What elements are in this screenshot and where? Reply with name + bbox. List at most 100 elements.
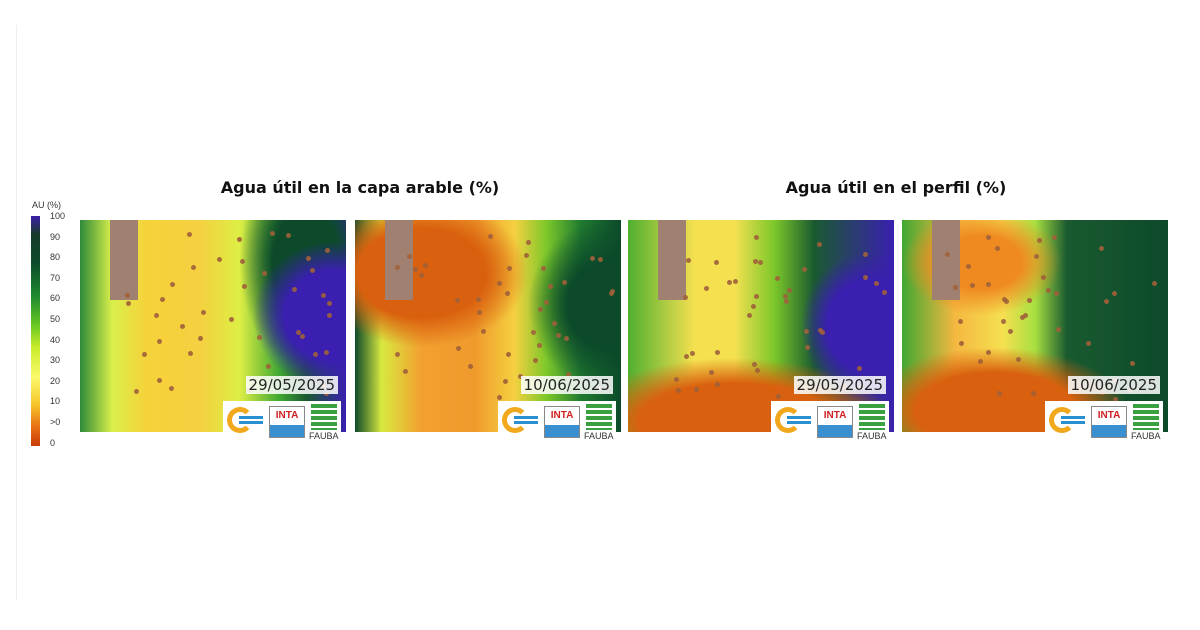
station-dot [783, 294, 789, 300]
station-dot [496, 395, 502, 401]
station-dot [476, 309, 482, 315]
station-dot [820, 330, 826, 336]
inta-logo: INTA [269, 406, 305, 438]
circle-logo-icon [227, 407, 253, 433]
station-dot [239, 258, 245, 264]
station-dot [986, 235, 992, 241]
station-dot [562, 280, 568, 286]
inta-logo: INTA [1091, 406, 1127, 438]
station-dot [295, 329, 301, 335]
legend-tick: 30 [50, 355, 61, 366]
station-dot [945, 252, 951, 258]
station-dot [978, 359, 984, 365]
station-dot [566, 372, 572, 378]
legend-title: AU (%) [32, 200, 61, 210]
station-dot [817, 328, 823, 334]
circle-logo-icon [775, 407, 801, 433]
station-dot [313, 352, 319, 358]
station-dot [1053, 290, 1059, 296]
station-dot [862, 274, 868, 280]
legend-tick: 60 [50, 293, 61, 304]
station-dot [168, 386, 174, 392]
station-dot [538, 307, 544, 313]
station-dot [708, 369, 714, 375]
station-dot [970, 283, 976, 289]
inta-logo: INTA [817, 406, 853, 438]
station-dot [683, 295, 689, 301]
station-dot [228, 317, 234, 322]
station-dot [1046, 288, 1052, 294]
station-dot [776, 393, 782, 399]
legend-tick: 0 [50, 437, 56, 448]
station-dot [994, 245, 1000, 251]
station-dot [266, 364, 272, 370]
station-dot [1004, 299, 1010, 305]
station-dot [540, 265, 546, 271]
station-dot [395, 351, 401, 357]
fauba-logo-text: FAUBA [1131, 431, 1161, 441]
station-dot [556, 333, 562, 339]
station-dot [1151, 281, 1157, 287]
station-dot [1099, 245, 1105, 251]
station-dot [609, 288, 615, 294]
institution-logos: INTA FAUBA [1045, 401, 1163, 445]
station-dot [467, 364, 473, 370]
station-dot [480, 328, 486, 334]
station-dot [170, 282, 176, 288]
station-dot [714, 382, 720, 388]
station-dot [305, 255, 311, 261]
station-dot [732, 279, 738, 284]
station-dot [309, 268, 315, 274]
legend-tick: 50 [50, 314, 61, 324]
station-dot [957, 319, 963, 324]
station-dot [804, 344, 810, 350]
map-panel: 10/06/2025 [355, 220, 621, 432]
station-dot [418, 273, 424, 279]
station-dot [217, 257, 223, 263]
station-dot [547, 283, 553, 289]
legend-tick: >0 [50, 417, 61, 427]
station-dot [686, 257, 692, 263]
station-dot [544, 299, 550, 305]
station-dot [488, 234, 494, 240]
station-dot [1052, 234, 1057, 240]
fauba-logo-icon [586, 404, 612, 430]
station-dot [1000, 319, 1006, 325]
station-dot [803, 329, 809, 335]
station-dot [758, 259, 764, 265]
station-dot [504, 291, 510, 297]
station-dot [786, 287, 792, 293]
station-dot [455, 346, 461, 352]
station-dot [1030, 390, 1036, 396]
mountain-area [110, 220, 138, 300]
fauba-logo-icon [1133, 404, 1159, 430]
legend-tick: 80 [50, 252, 61, 263]
legend-tick: 40 [50, 334, 61, 345]
station-dot [693, 387, 699, 393]
station-dot [1027, 298, 1033, 304]
station-dot [598, 257, 604, 263]
legend-tick: 70 [50, 272, 61, 283]
station-dot [507, 266, 513, 272]
station-dot [191, 264, 197, 270]
station-dot [753, 259, 759, 265]
station-dot [134, 388, 140, 394]
station-dot [676, 387, 682, 393]
station-dot [714, 259, 720, 265]
station-dot [200, 310, 206, 316]
station-dot [125, 300, 131, 306]
fauba-logo-text: FAUBA [857, 431, 887, 441]
station-dot [690, 350, 696, 356]
title-perfil: Agua útil en el perfil (%) [785, 178, 1007, 197]
station-dot [237, 236, 243, 242]
station-dot [300, 334, 306, 340]
color-scale-bar [31, 216, 40, 446]
map-panel: 29/05/2025 [628, 220, 894, 432]
station-dot [157, 377, 163, 383]
station-dot [589, 256, 595, 262]
map-date: 29/05/2025 [793, 376, 886, 394]
station-dot [1015, 357, 1021, 363]
station-dot [188, 351, 194, 357]
station-dot [455, 297, 461, 303]
station-dot [1007, 328, 1013, 334]
